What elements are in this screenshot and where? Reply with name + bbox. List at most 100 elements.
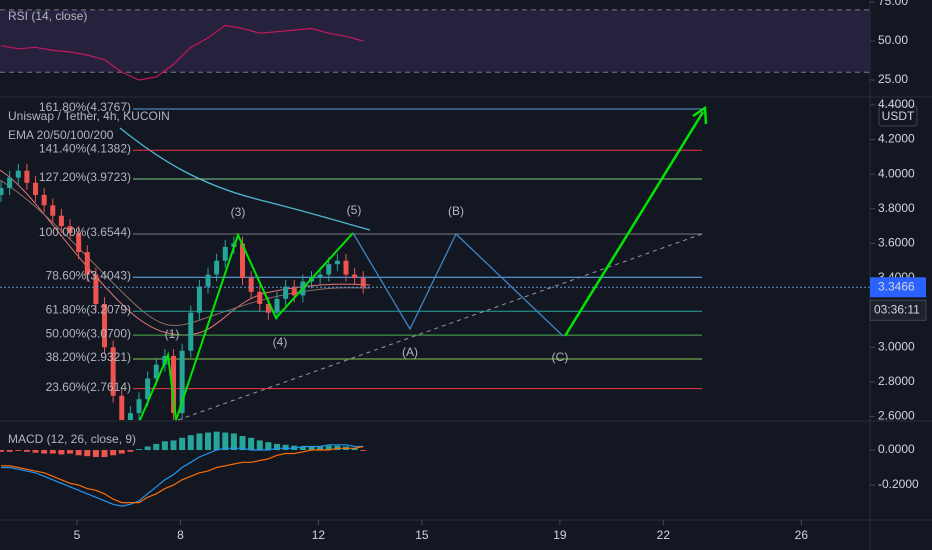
chart-title: Uniswap / Tether, 4h, KUCOIN [8,109,170,123]
candle-body [24,170,30,183]
candle-body [153,364,159,379]
indicator-title: MACD (12, 26, close, 9) [8,432,136,446]
candle-body [205,274,211,287]
candle-body [76,233,82,253]
macd-bar [256,440,263,451]
macd-bar [75,450,82,456]
x-tick-label: 22 [657,528,671,542]
candle-body [110,347,116,396]
x-tick-label: 19 [553,528,567,542]
fib-label: 141.40%(4.1382) [39,141,131,155]
candle-body [145,378,151,400]
macd-bar [101,450,108,458]
candle-body [257,291,263,305]
macd-bar [0,450,5,452]
currency-box [878,105,918,127]
x-tick-label: 26 [795,528,809,542]
countdown-box [869,299,927,321]
macd-bar [196,433,203,451]
macd-bar [351,448,358,451]
macd-bar [32,450,39,453]
wave-label: (5) [347,203,362,217]
y-tick-label: 3.0000 [878,339,915,353]
candle-body [127,413,133,420]
arrow-head [692,105,708,125]
candle-body [171,355,177,414]
macd-bar [110,450,117,456]
macd-bar [161,441,168,451]
corrective-wave [352,232,564,337]
macd-bar [144,446,151,451]
rsi-pane [0,9,870,81]
macd-bar [299,446,306,451]
macd-bar [205,432,212,451]
y-tick-label: 4.4000 [878,97,915,111]
indicator-title: RSI (14, close) [8,9,87,23]
candle-body [343,260,349,275]
macd-bar [136,449,143,451]
candle-body [119,395,125,420]
fib-label: 127.20%(3.9723) [39,170,131,184]
rsi-line [0,24,364,81]
macd-bar [187,435,194,451]
macd-bar [239,436,246,451]
candle-body [248,278,254,292]
impulse-wave [139,232,354,421]
macd-bar [317,446,324,451]
candle-body [352,274,358,279]
candle-body [179,350,185,414]
drawings [139,105,708,421]
wave-label: (A) [402,345,418,359]
macd-bar [67,450,74,454]
wave-label: (C) [552,350,569,364]
candle-body [334,260,340,265]
wave-label: (1) [165,327,180,341]
macd-bar [282,444,289,451]
candle-body [84,252,90,275]
macd-bar [213,431,220,451]
macd-bar [15,450,22,451]
macd-line [1,445,364,504]
candle-body [240,243,246,279]
x-tick-label: 5 [74,528,81,542]
candle-body [50,205,56,216]
candle-body [317,274,323,279]
ema-line [119,127,371,231]
macd-bar [179,437,186,451]
candle-body [15,170,21,178]
wave-label: (B) [448,204,464,218]
macd-bar [127,450,134,452]
y-tick-label: 75.00 [878,0,908,8]
fib-label: 38.20%(2.9321) [46,350,131,364]
ema-line [0,179,371,326]
wave-label: (3) [231,205,246,219]
candle-body [7,177,13,189]
x-tick-label: 12 [312,528,326,542]
wave-label: (4) [273,335,288,349]
candle-body [41,194,47,206]
macd-bar [360,450,367,451]
fib-label: 161.80%(4.3767) [39,100,131,114]
macd-bar [118,450,125,454]
candle-body [136,399,142,414]
candle-body [93,274,99,305]
fib-label: 23.60%(2.7614) [46,380,131,394]
rsi-band [0,9,870,73]
macd-bar [230,433,237,451]
candle-body [360,278,366,287]
macd-bar [49,450,56,454]
y-tick-label: 50.00 [878,33,908,47]
last-price: 3.3466 [878,279,915,293]
y-tick-label: -0.2000 [878,477,919,491]
candle-body [188,312,194,351]
y-tick-label: 0.0000 [878,442,915,456]
y-tick-label: 3.8000 [878,201,915,215]
x-tick-label: 8 [177,528,184,542]
macd-bar [308,446,315,451]
currency: USDT [882,109,915,123]
last-price-box [870,277,926,298]
